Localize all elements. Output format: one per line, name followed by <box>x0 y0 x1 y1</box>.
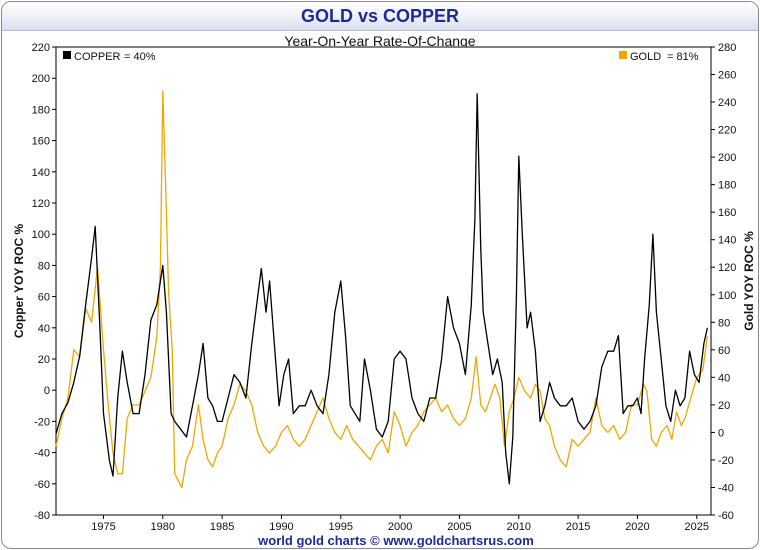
right-tick-label: 20 <box>718 400 730 412</box>
x-tick-label: 1990 <box>269 521 293 533</box>
left-tick-label: 60 <box>38 292 50 304</box>
right-axis-ticks: -60 -40 -20 0 20 40 60 80 100 120 140 160 180 200 220 2… <box>711 42 736 522</box>
left-tick-label: 180 <box>32 104 50 116</box>
left-tick-label: 200 <box>32 73 50 85</box>
left-tick-label: 20 <box>38 354 50 366</box>
x-tick-label: 1980 <box>151 521 175 533</box>
right-tick-label: 180 <box>718 180 736 192</box>
gold-series-group <box>55 90 709 489</box>
legend-copper-name: COPPER <box>74 51 121 63</box>
right-tick-label: 40 <box>718 372 730 384</box>
copper-line <box>55 93 709 485</box>
right-tick-label: 200 <box>718 152 736 164</box>
legend-gold: GOLD = 81% <box>619 51 699 63</box>
right-tick-label: -60 <box>718 510 734 522</box>
left-tick-label: 120 <box>32 198 50 210</box>
x-tick-label: 2010 <box>507 521 531 533</box>
legend-gold-value: = 81% <box>667 51 699 63</box>
legend-gold-swatch <box>619 51 627 59</box>
x-tick-label: 2020 <box>625 521 649 533</box>
left-tick-label: -60 <box>34 479 50 491</box>
right-tick-label: 260 <box>718 70 736 82</box>
copper-series-group <box>55 93 709 485</box>
legend-copper-swatch <box>63 51 71 59</box>
left-tick-label: 40 <box>38 323 50 335</box>
right-tick-label: 60 <box>718 345 730 357</box>
x-tick-label: 1995 <box>329 521 353 533</box>
x-tick-label: 2000 <box>388 521 412 533</box>
right-axis-label: Gold YOY ROC % <box>742 231 756 331</box>
left-tick-label: -40 <box>34 448 50 460</box>
right-tick-label: 80 <box>718 317 730 329</box>
chart-footer: world gold charts © www.goldchartsrus.co… <box>257 533 534 548</box>
x-tick-label: 2015 <box>566 521 590 533</box>
right-tick-label: 160 <box>718 207 736 219</box>
left-axis-ticks: -80 -60 -40 -20 0 20 40 60 80 100 120 140 160 180 200 2… <box>32 42 56 522</box>
right-tick-label: 120 <box>718 262 736 274</box>
left-tick-label: 220 <box>32 42 50 54</box>
x-tick-label: 1975 <box>91 521 115 533</box>
x-axis-ticks: 1975 1980 1985 1990 1995 2000 2005 2010 2015 2020… <box>91 515 709 533</box>
left-tick-label: -20 <box>34 416 50 428</box>
right-tick-label: 100 <box>718 290 736 302</box>
left-tick-label: 0 <box>44 385 50 397</box>
right-tick-label: 0 <box>718 427 724 439</box>
gold-line <box>55 90 709 489</box>
right-tick-label: 140 <box>718 235 736 247</box>
title-bar: GOLD vs COPPER <box>2 2 758 31</box>
right-tick-label: 240 <box>718 97 736 109</box>
right-tick-label: -20 <box>718 455 734 467</box>
legend-gold-name: GOLD <box>630 51 661 63</box>
right-tick-label: 280 <box>718 42 736 54</box>
legend-copper: COPPER = 40% <box>63 51 156 63</box>
right-tick-label: 220 <box>718 125 736 137</box>
left-tick-label: 80 <box>38 260 50 272</box>
right-tick-label: -40 <box>718 482 734 494</box>
left-tick-label: 100 <box>32 229 50 241</box>
x-tick-label: 2005 <box>447 521 471 533</box>
left-tick-label: -80 <box>34 510 50 522</box>
left-axis-label: Copper YOY ROC % <box>12 224 26 339</box>
x-tick-label: 1985 <box>210 521 234 533</box>
plot-area <box>55 46 712 516</box>
chart-subtitle: Year-On-Year Rate-Of-Change <box>284 33 475 49</box>
legend-copper-value: = 40% <box>124 51 156 63</box>
left-tick-label: 140 <box>32 167 50 179</box>
left-tick-label: 160 <box>32 136 50 148</box>
x-tick-label: 2025 <box>685 521 709 533</box>
chart-title: GOLD vs COPPER <box>300 6 460 26</box>
